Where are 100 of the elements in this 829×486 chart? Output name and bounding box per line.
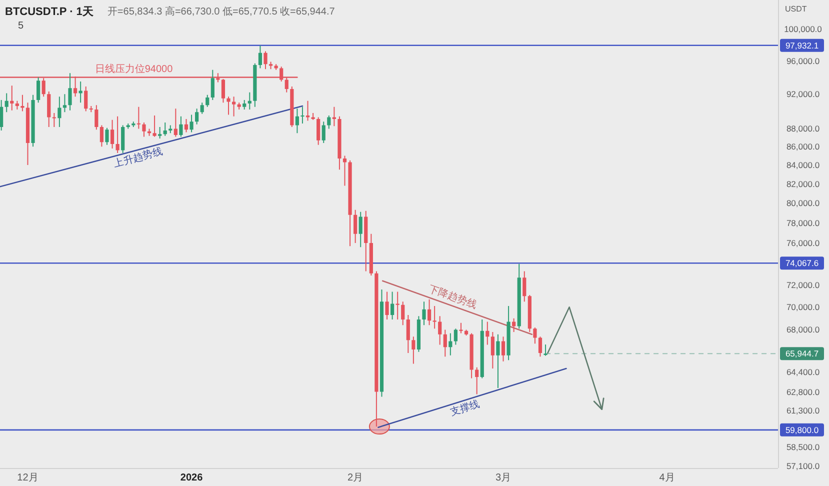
candlestick [290, 86, 294, 127]
ref-line-label: 65,944.7 [785, 348, 819, 359]
candlestick [78, 81, 82, 103]
candlestick [470, 333, 474, 378]
candlestick [195, 108, 199, 124]
candlestick [110, 120, 114, 148]
candlestick [338, 116, 342, 170]
candlestick [184, 119, 188, 132]
candlestick [232, 96, 236, 116]
candlestick [268, 62, 273, 70]
candlestick [512, 318, 516, 332]
x-tick-label: 4月 [659, 472, 675, 484]
candlestick [221, 78, 226, 103]
candlestick [62, 94, 67, 112]
candlestick [342, 156, 347, 186]
y-tick-label: 68,000.0 [786, 324, 820, 335]
candlestick [100, 125, 104, 147]
candlestick [42, 78, 46, 97]
candlestick [332, 106, 336, 126]
candlestick [528, 294, 532, 332]
candlestick [374, 271, 378, 427]
candlestick [427, 299, 432, 326]
candlestick [168, 125, 172, 134]
candlestick [369, 234, 373, 276]
candlestick [15, 100, 19, 110]
ref-line-label: 97,932.1 [785, 40, 819, 50]
candlestick [237, 102, 241, 110]
candlestick [316, 117, 320, 145]
candlestick [486, 322, 490, 345]
candlestick [480, 320, 484, 378]
candlestick [306, 100, 310, 121]
series-label: 支撑线 [449, 398, 482, 418]
candlestick [280, 66, 284, 82]
candlestick [31, 94, 35, 147]
x-tick-label: 3月 [495, 472, 512, 484]
series-label: 日线压力位94000 [94, 64, 173, 75]
candlestick [174, 108, 178, 137]
candlestick [422, 302, 426, 326]
series-label: 上升趋势线 [112, 146, 164, 170]
y-tick-label: 80,000.0 [786, 198, 820, 208]
candlestick [396, 292, 400, 320]
candlestick [295, 108, 299, 134]
candlestick [454, 328, 458, 345]
candlestick [216, 73, 220, 82]
y-tick-label: 84,000.0 [786, 160, 820, 170]
candlestick [26, 102, 30, 166]
text: 开=65,834.3 高=66,730.0 低=65,770.5 收=65,944.7 [107, 6, 336, 18]
candlestick [89, 106, 93, 112]
candlestick [385, 292, 389, 320]
candlestick [475, 367, 479, 394]
candlestick [47, 92, 51, 127]
y-tick-label: 58,500.0 [786, 442, 820, 452]
candlestick [300, 106, 304, 124]
candlestick [443, 330, 447, 357]
candlestick [200, 102, 204, 114]
y-axis-title: USDT [785, 4, 807, 14]
candlestick [506, 306, 510, 360]
series-label: 下降趋势线 [427, 284, 478, 311]
y-tick-label: 96,000.0 [786, 56, 820, 66]
y-tick-label: 70,000.0 [786, 302, 820, 312]
candlestick [158, 126, 162, 139]
candlestick [68, 73, 72, 110]
y-tick-label: 100,000.0 [784, 24, 822, 34]
candlestick [163, 122, 167, 136]
candlestick [517, 264, 521, 329]
candlestick [258, 46, 262, 68]
x-tick-label: 2026 [180, 472, 204, 484]
y-tick-label: 92,000.0 [786, 89, 820, 100]
candlestick [406, 314, 410, 354]
candlestick [416, 316, 421, 352]
candlestick [522, 271, 526, 302]
candlestick [152, 116, 156, 137]
candlestick [121, 125, 125, 154]
candlestick [322, 122, 326, 144]
candlestick [136, 106, 140, 129]
candlestick [354, 210, 358, 244]
candlestick [116, 116, 120, 154]
candlestick [210, 70, 214, 100]
candlestick [358, 212, 362, 248]
y-tick-label: 86,000.0 [786, 142, 820, 152]
candlestick [544, 344, 548, 356]
candlestick [142, 122, 146, 137]
candlestick [242, 100, 246, 110]
candlestick [84, 86, 88, 112]
candlestick [284, 77, 288, 92]
candlestick [105, 128, 109, 145]
candlestick [4, 93, 8, 112]
y-tick-label: 61,300.0 [786, 406, 820, 416]
candlestick [459, 322, 463, 334]
y-tick-label: 57,100.0 [786, 460, 820, 471]
candlestick [311, 112, 315, 120]
y-tick-label: 82,000.0 [786, 178, 820, 189]
annotation: 5 [18, 20, 24, 32]
x-tick-label: 2月 [348, 472, 364, 484]
candlestick [0, 100, 4, 131]
candlestick [226, 96, 230, 115]
candlestick [36, 77, 40, 103]
candlestick [380, 290, 384, 397]
candlestick [274, 64, 278, 70]
candlestick [52, 112, 56, 127]
